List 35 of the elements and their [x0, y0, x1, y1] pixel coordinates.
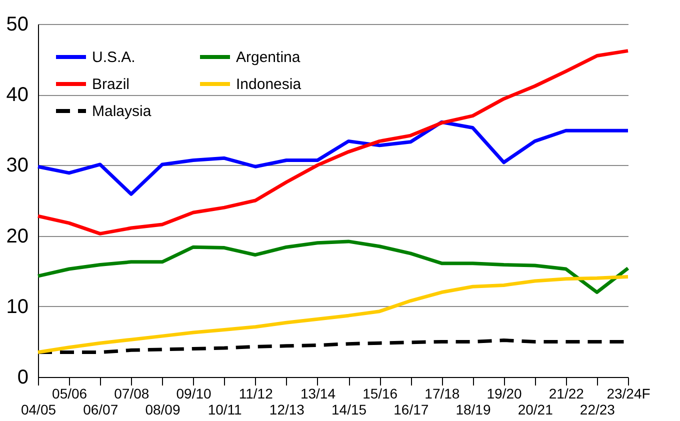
- x-tick-label: 04/05: [20, 402, 56, 418]
- y-tick-label: 0: [17, 366, 28, 388]
- line-series: [36, 49, 630, 236]
- x-tick-label: 11/12: [238, 386, 274, 402]
- y-tick-label: 40: [6, 84, 28, 106]
- legend-label: U.S.A.: [92, 49, 136, 66]
- x-tick-label: 18/19: [456, 402, 491, 418]
- x-tick-label: 12/13: [269, 402, 305, 418]
- line-series: [36, 120, 630, 196]
- legend-label: Indonesia: [236, 76, 302, 93]
- y-tick-label: 50: [6, 14, 28, 36]
- x-tick-label: 08/09: [145, 402, 180, 418]
- x-tick-label: 06/07: [83, 402, 118, 418]
- x-tick-label: 23/24F: [606, 386, 650, 402]
- x-tick-label: 10/11: [208, 402, 242, 418]
- x-tick-label: 14/15: [332, 402, 367, 418]
- legend-label: Brazil: [92, 76, 130, 93]
- legend-label: Malaysia: [92, 103, 152, 120]
- line-series: [36, 275, 630, 354]
- y-tick-label: 10: [6, 296, 28, 318]
- x-tick-label: 07/08: [114, 386, 150, 402]
- x-tick-label: 15/16: [362, 386, 398, 402]
- y-tick-label: 20: [6, 225, 28, 248]
- x-tick-label: 17/18: [424, 386, 460, 402]
- x-tick-label: 22/23: [580, 402, 616, 418]
- x-tick-label: 19/20: [486, 386, 522, 402]
- y-tick-label: 30: [6, 154, 28, 177]
- legend-label: Argentina: [236, 49, 301, 66]
- x-tick-label: 16/17: [394, 402, 429, 418]
- x-tick-label: 21/22: [548, 386, 584, 402]
- x-tick-label: 05/06: [52, 386, 88, 402]
- x-tick-label: 20/21: [518, 402, 554, 418]
- x-tick-label: 09/10: [176, 386, 212, 402]
- line-series: [36, 240, 630, 294]
- x-tick-label: 13/14: [300, 386, 336, 402]
